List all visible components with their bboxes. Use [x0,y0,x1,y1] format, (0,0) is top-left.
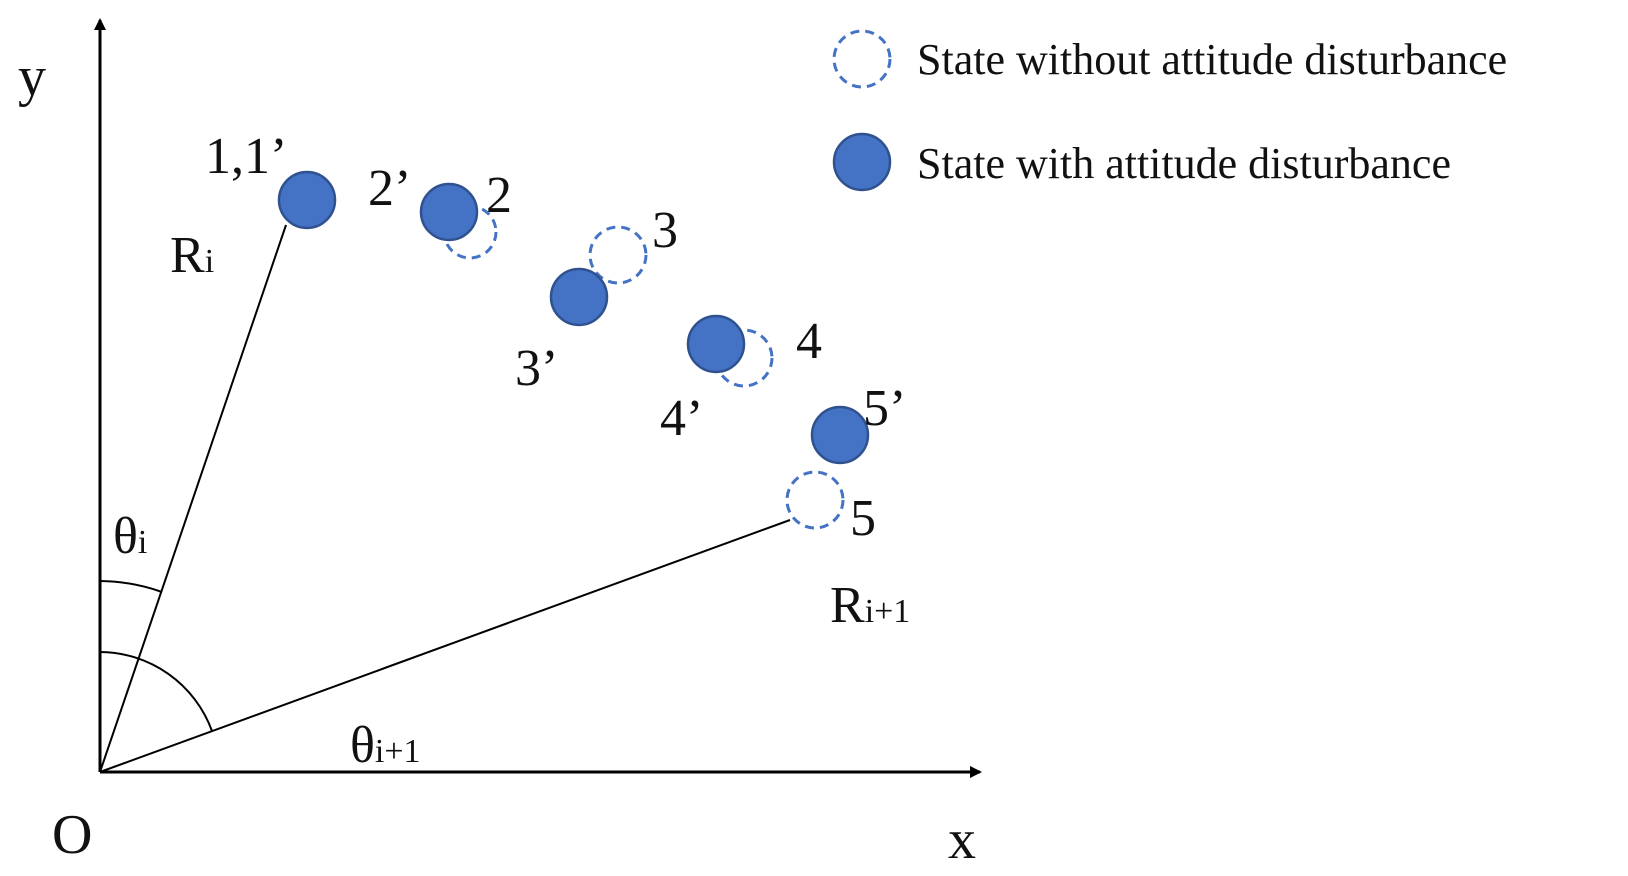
point-label-1-1-prime: 1,1’ [205,128,287,185]
legend: State without attitude disturbance State… [832,29,1507,192]
point-label-5: 5 [850,490,876,547]
point-label-3-prime: 3’ [515,340,558,397]
point-label-2-prime: 2’ [368,160,411,217]
x-axis-label: x [948,809,976,871]
point-label-5-prime: 5’ [863,380,906,437]
point-3-dashed-circle [588,225,648,285]
legend-dashed-circle-icon [832,29,892,89]
point-5-dashed-circle [785,470,845,530]
radius-label-i: Ri [170,227,214,284]
angle-arc-theta-i-plus-1 [99,651,213,732]
y-axis-label: y [18,46,46,108]
point-label-2: 2 [486,167,512,224]
legend-item-with-disturbance: State with attitude disturbance [917,139,1451,188]
angle-label-theta-i-plus-1: θi+1 [350,717,421,774]
point-2-prime-filled-circle [419,182,479,242]
point-label-4: 4 [796,313,822,370]
legend-item-without-disturbance: State without attitude disturbance [917,35,1507,84]
radius-label-i-plus-1: Ri+1 [830,577,910,634]
angle-arc-theta-i [99,580,163,593]
radius-line-i [99,224,287,773]
radius-line-i-plus-1 [99,519,791,773]
point-label-3: 3 [652,202,678,259]
point-5-prime-filled-circle [810,405,870,465]
angle-label-theta-i: θi [113,508,147,565]
legend-filled-circle-icon [832,132,892,192]
point-1-filled-circle [277,170,337,230]
origin-label: O [52,804,92,866]
point-label-4-prime: 4’ [660,390,703,447]
point-4-prime-filled-circle [686,314,746,374]
point-3-prime-filled-circle [549,267,609,327]
